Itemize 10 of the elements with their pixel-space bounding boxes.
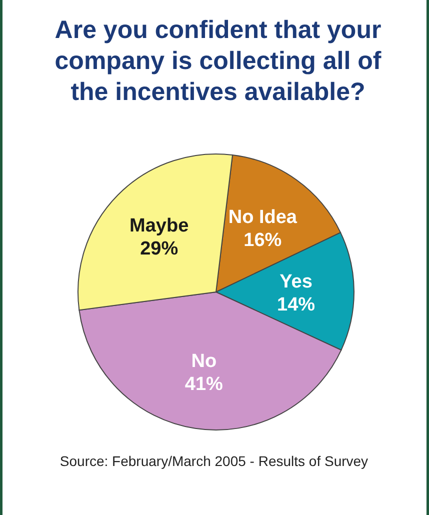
slice-label: No (191, 351, 217, 372)
slice-label: No Idea (228, 206, 298, 228)
slice-label: Maybe (130, 216, 189, 237)
data-label: 14% (277, 294, 316, 316)
slice-label: Yes (280, 272, 312, 293)
data-label: 29% (140, 238, 178, 260)
data-label: 16% (244, 230, 282, 251)
data-label: 41% (184, 374, 224, 396)
source-note: Source: February/March 2005 - Results of Survey (60, 453, 368, 469)
chart-title: Are you confident that your company is collecting all of the incentives available? (54, 16, 382, 106)
